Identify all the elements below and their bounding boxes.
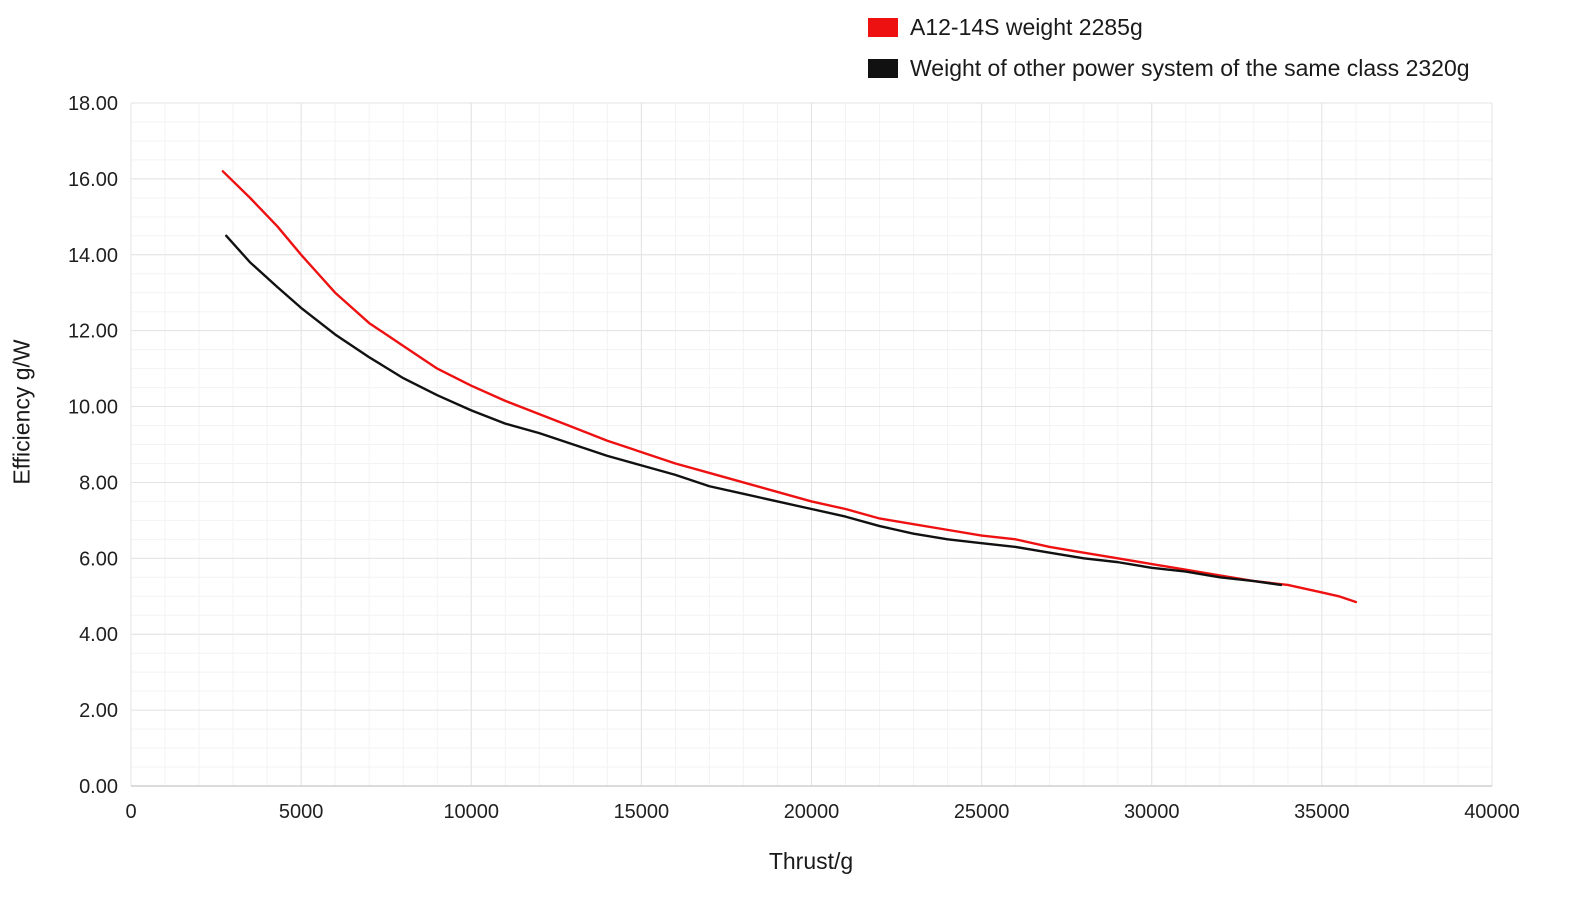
x-axis-title: Thrust/g (768, 848, 854, 874)
x-tick-label: 0 (125, 801, 136, 823)
y-tick-label: 10.00 (68, 397, 118, 419)
legend-swatch-red (868, 18, 898, 37)
y-tick-label: 4.00 (79, 624, 118, 646)
y-axis-title: Efficiency g/W (8, 339, 35, 485)
x-tick-label: 40000 (1464, 801, 1520, 823)
y-tick-label: 14.00 (68, 245, 118, 267)
x-tick-label: 30000 (1124, 801, 1180, 823)
legend-item-a12-14s: A12-14S weight 2285g (868, 14, 1470, 41)
legend: A12-14S weight 2285g Weight of other pow… (868, 14, 1470, 82)
series-line-1 (225, 234, 1283, 587)
x-tick-label: 15000 (614, 801, 670, 823)
x-tick-label: 10000 (443, 801, 499, 823)
x-tick-label: 20000 (784, 801, 840, 823)
x-tick-label: 5000 (279, 801, 324, 823)
y-tick-label: 18.00 (68, 93, 118, 115)
x-tick-label: 25000 (954, 801, 1010, 823)
y-tick-label: 2.00 (79, 700, 118, 722)
legend-label: A12-14S weight 2285g (910, 14, 1143, 40)
y-tick-label: 12.00 (68, 321, 118, 343)
legend-item-other-power-system: Weight of other power system of the same… (868, 55, 1470, 82)
y-tick-label: 0.00 (79, 776, 118, 798)
series-line-0 (221, 170, 1358, 604)
y-tick-label: 8.00 (79, 472, 118, 494)
legend-swatch-black (868, 59, 898, 78)
y-tick-label: 6.00 (79, 548, 118, 570)
legend-label: Weight of other power system of the same… (910, 55, 1470, 81)
y-tick-label: 16.00 (68, 169, 118, 191)
x-tick-label: 35000 (1294, 801, 1350, 823)
